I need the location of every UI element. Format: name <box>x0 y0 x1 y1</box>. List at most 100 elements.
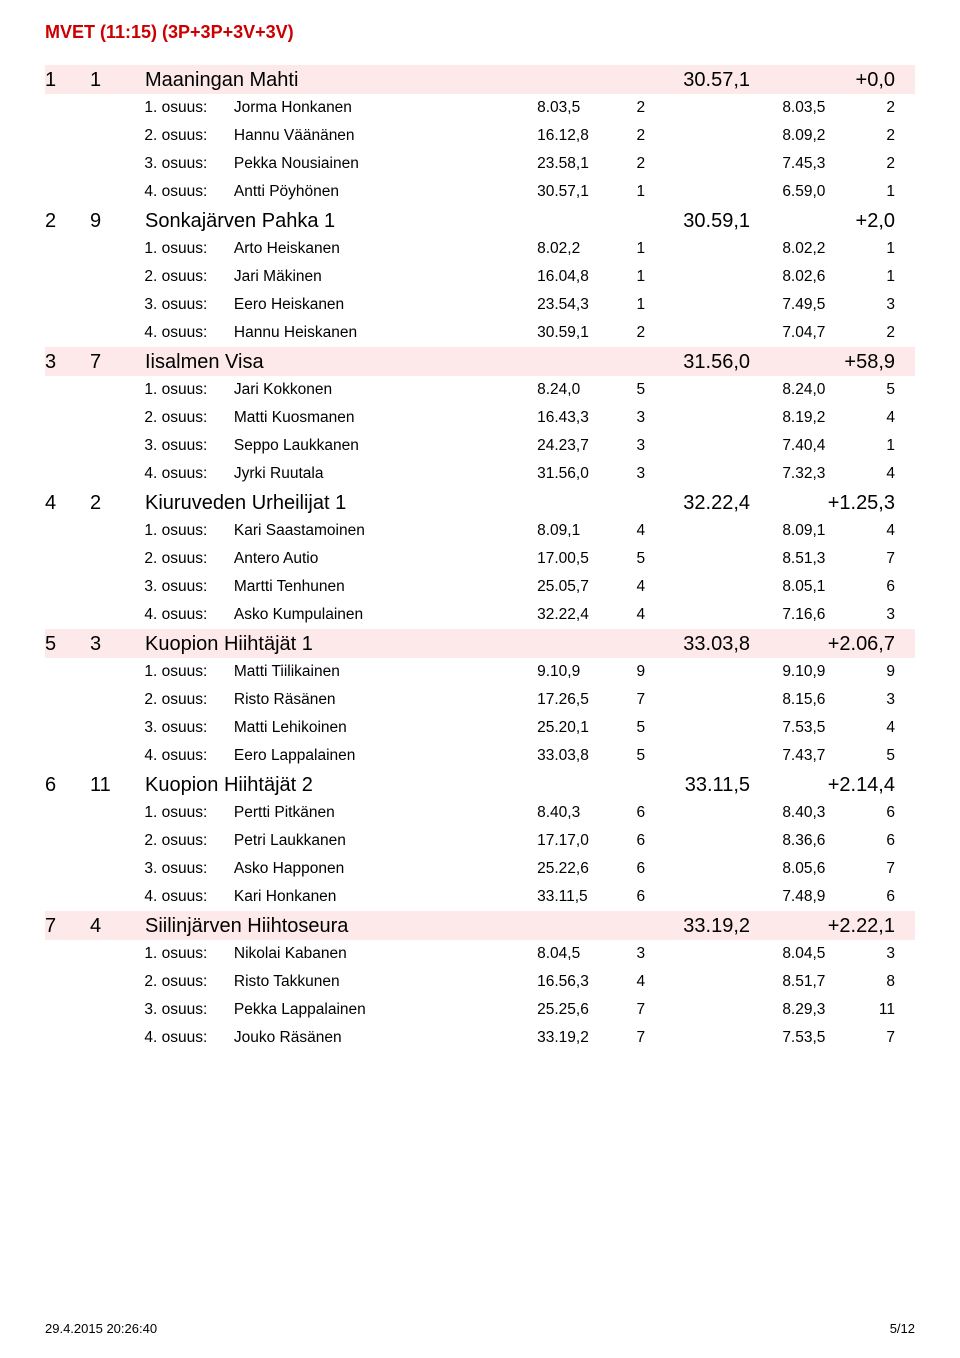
team-rank: 2 <box>45 210 90 233</box>
leg-split-time: 8.04,5 <box>701 945 825 963</box>
team-name: Sonkajärven Pahka 1 <box>145 210 600 233</box>
leg-row: 1. osuus:Arto Heiskanen8.02,218.02,21 <box>45 235 915 263</box>
leg-split-time: 7.04,7 <box>701 324 825 342</box>
leg-row: 4. osuus:Antti Pöyhönen30.57,116.59,01 <box>45 178 915 206</box>
leg-cumulative-time: 25.05,7 <box>537 578 636 596</box>
leg-row: 1. osuus:Nikolai Kabanen8.04,538.04,53 <box>45 940 915 968</box>
leg-split-pos: 4 <box>825 522 915 540</box>
leg-split-pos: 1 <box>825 268 915 286</box>
team-time: 32.22,4 <box>600 492 750 515</box>
leg-label: 2. osuus: <box>144 409 233 427</box>
leg-row: 4. osuus:Jyrki Ruutala31.56,037.32,34 <box>45 460 915 488</box>
team-time: 30.59,1 <box>600 210 750 233</box>
leg-cumulative-pos: 2 <box>637 324 702 342</box>
team-time: 31.56,0 <box>600 351 750 374</box>
leg-split-pos: 4 <box>825 719 915 737</box>
leg-label: 2. osuus: <box>144 832 233 850</box>
team-time: 33.03,8 <box>600 633 750 656</box>
leg-row: 3. osuus:Matti Lehikoinen25.20,157.53,54 <box>45 714 915 742</box>
leg-split-pos: 5 <box>825 747 915 765</box>
leg-split-time: 7.16,6 <box>701 606 825 624</box>
leg-row: 2. osuus:Jari Mäkinen16.04,818.02,61 <box>45 263 915 291</box>
team-diff: +0,0 <box>750 69 915 92</box>
leg-row: 1. osuus:Matti Tiilikainen9.10,999.10,99 <box>45 658 915 686</box>
leg-split-time: 7.43,7 <box>701 747 825 765</box>
leg-split-time: 8.09,1 <box>701 522 825 540</box>
team-bib: 1 <box>90 69 145 92</box>
leg-cumulative-time: 16.43,3 <box>537 409 636 427</box>
leg-cumulative-time: 25.25,6 <box>537 1001 636 1019</box>
leg-cumulative-pos: 9 <box>637 663 702 681</box>
team-bib: 2 <box>90 492 145 515</box>
leg-cumulative-time: 25.22,6 <box>537 860 636 878</box>
leg-split-pos: 3 <box>825 945 915 963</box>
leg-cumulative-pos: 3 <box>637 465 702 483</box>
leg-row: 3. osuus:Pekka Nousiainen23.58,127.45,32 <box>45 150 915 178</box>
leg-split-time: 7.49,5 <box>701 296 825 314</box>
leg-cumulative-time: 16.12,8 <box>537 127 636 145</box>
leg-split-pos: 1 <box>825 240 915 258</box>
leg-label: 4. osuus: <box>144 1029 233 1047</box>
leg-split-time: 8.03,5 <box>701 99 825 117</box>
team-diff: +2,0 <box>750 210 915 233</box>
team-bib: 9 <box>90 210 145 233</box>
leg-name: Hannu Väänänen <box>234 127 537 145</box>
leg-cumulative-time: 24.23,7 <box>537 437 636 455</box>
leg-name: Pertti Pitkänen <box>234 804 537 822</box>
leg-name: Martti Tenhunen <box>234 578 537 596</box>
leg-cumulative-time: 32.22,4 <box>537 606 636 624</box>
leg-name: Risto Räsänen <box>234 691 537 709</box>
leg-label: 3. osuus: <box>144 155 233 173</box>
leg-split-time: 7.48,9 <box>701 888 825 906</box>
leg-label: 1. osuus: <box>144 240 233 258</box>
leg-name: Eero Lappalainen <box>234 747 537 765</box>
leg-row: 2. osuus:Antero Autio17.00,558.51,37 <box>45 545 915 573</box>
leg-label: 3. osuus: <box>144 296 233 314</box>
leg-split-pos: 2 <box>825 127 915 145</box>
results-container: 11Maaningan Mahti30.57,1+0,01. osuus:Jor… <box>45 65 915 1052</box>
team-row: 29Sonkajärven Pahka 130.59,1+2,0 <box>45 206 915 235</box>
leg-row: 2. osuus:Risto Takkunen16.56,348.51,78 <box>45 968 915 996</box>
leg-name: Kari Saastamoinen <box>234 522 537 540</box>
leg-label: 4. osuus: <box>144 747 233 765</box>
leg-name: Arto Heiskanen <box>234 240 537 258</box>
leg-cumulative-time: 16.04,8 <box>537 268 636 286</box>
leg-split-pos: 7 <box>825 1029 915 1047</box>
leg-cumulative-pos: 7 <box>637 691 702 709</box>
leg-row: 1. osuus:Kari Saastamoinen8.09,148.09,14 <box>45 517 915 545</box>
team-bib: 7 <box>90 351 145 374</box>
leg-name: Pekka Lappalainen <box>234 1001 537 1019</box>
leg-cumulative-pos: 5 <box>637 719 702 737</box>
team-time: 33.11,5 <box>600 774 750 797</box>
leg-name: Asko Kumpulainen <box>234 606 537 624</box>
leg-cumulative-pos: 1 <box>637 183 702 201</box>
leg-name: Matti Lehikoinen <box>234 719 537 737</box>
leg-name: Seppo Laukkanen <box>234 437 537 455</box>
leg-cumulative-pos: 4 <box>637 578 702 596</box>
leg-row: 4. osuus:Kari Honkanen33.11,567.48,96 <box>45 883 915 911</box>
leg-split-time: 8.09,2 <box>701 127 825 145</box>
leg-label: 2. osuus: <box>144 691 233 709</box>
leg-label: 1. osuus: <box>144 99 233 117</box>
leg-split-time: 8.24,0 <box>701 381 825 399</box>
leg-split-pos: 7 <box>825 860 915 878</box>
leg-cumulative-time: 17.26,5 <box>537 691 636 709</box>
leg-split-time: 8.51,7 <box>701 973 825 991</box>
leg-cumulative-pos: 4 <box>637 606 702 624</box>
leg-split-time: 7.53,5 <box>701 1029 825 1047</box>
leg-split-pos: 1 <box>825 183 915 201</box>
leg-name: Pekka Nousiainen <box>234 155 537 173</box>
team-time: 33.19,2 <box>600 915 750 938</box>
leg-cumulative-pos: 3 <box>637 945 702 963</box>
leg-cumulative-time: 33.19,2 <box>537 1029 636 1047</box>
leg-split-pos: 6 <box>825 578 915 596</box>
team-bib: 3 <box>90 633 145 656</box>
leg-split-pos: 3 <box>825 606 915 624</box>
team-rank: 6 <box>45 774 90 797</box>
leg-label: 1. osuus: <box>144 945 233 963</box>
leg-name: Nikolai Kabanen <box>234 945 537 963</box>
leg-name: Antero Autio <box>234 550 537 568</box>
leg-split-time: 7.53,5 <box>701 719 825 737</box>
leg-label: 2. osuus: <box>144 127 233 145</box>
leg-split-time: 8.15,6 <box>701 691 825 709</box>
